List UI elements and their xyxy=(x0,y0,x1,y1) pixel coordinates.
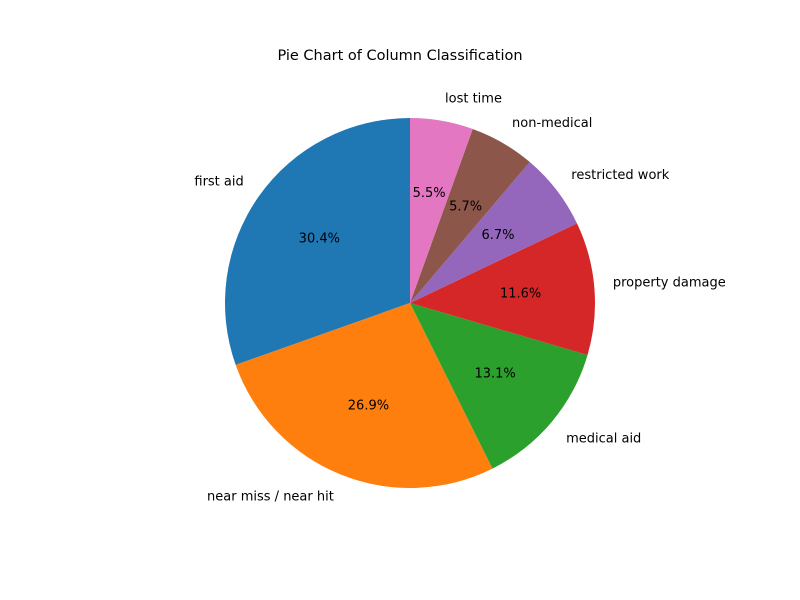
slice-percent-label: 13.1% xyxy=(474,367,515,382)
slice-percent-label: 6.7% xyxy=(481,228,514,243)
slice-percent-label: 11.6% xyxy=(500,287,541,302)
pie-slice xyxy=(235,303,493,489)
slice-percent-label: 5.7% xyxy=(449,199,482,214)
slice-category-label: restricted work xyxy=(571,168,669,183)
pie-slice xyxy=(410,303,588,469)
pie-slice xyxy=(410,118,473,303)
slice-category-label: medical aid xyxy=(566,431,641,446)
pie-slice xyxy=(410,162,577,303)
pie-slice xyxy=(410,128,530,303)
pie-slice xyxy=(410,223,595,355)
slice-category-label: non-medical xyxy=(512,116,592,131)
slice-percent-label: 26.9% xyxy=(348,398,389,413)
slice-category-label: property damage xyxy=(613,276,726,291)
chart-title: Pie Chart of Column Classification xyxy=(277,48,523,64)
slice-category-label: lost time xyxy=(445,92,502,107)
slice-percent-label: 5.5% xyxy=(413,186,446,201)
slice-category-label: near miss / near hit xyxy=(207,490,334,505)
slice-category-label: first aid xyxy=(194,175,243,190)
slice-percent-label: 30.4% xyxy=(299,231,340,246)
pie-slice xyxy=(224,118,410,365)
